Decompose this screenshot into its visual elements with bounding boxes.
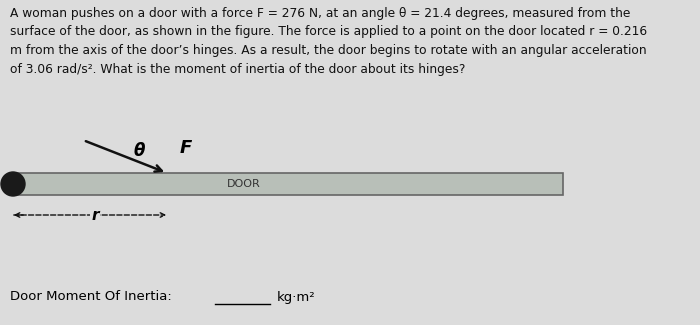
Text: surface of the door, as shown in the figure. The force is applied to a point on : surface of the door, as shown in the fig… <box>10 25 647 38</box>
Circle shape <box>1 172 25 196</box>
Bar <box>13 173 563 195</box>
Text: F: F <box>180 139 193 157</box>
Text: of 3.06 rad/s². What is the moment of inertia of the door about its hinges?: of 3.06 rad/s². What is the moment of in… <box>10 62 466 75</box>
Text: DOOR: DOOR <box>227 179 261 189</box>
Text: θ: θ <box>133 142 145 160</box>
Text: m from the axis of the door’s hinges. As a result, the door begins to rotate wit: m from the axis of the door’s hinges. As… <box>10 44 647 57</box>
Text: Door Moment Of Inertia:: Door Moment Of Inertia: <box>10 291 172 304</box>
Text: A woman pushes on a door with a force F = 276 N, at an angle θ = 21.4 degrees, m: A woman pushes on a door with a force F … <box>10 7 631 20</box>
Text: kg·m²: kg·m² <box>277 291 316 304</box>
Text: r: r <box>91 207 99 223</box>
